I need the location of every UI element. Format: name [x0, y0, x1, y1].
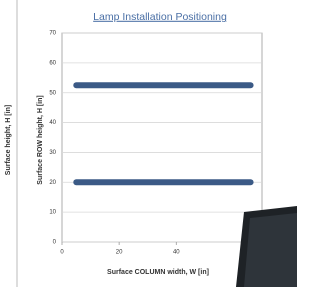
y-tick-label: 10 — [49, 210, 56, 216]
x-tick-label: 40 — [173, 250, 180, 256]
y-tick-label: 70 — [49, 31, 56, 37]
y-tick-label: 20 — [49, 180, 56, 186]
y-tick-label: 50 — [49, 90, 56, 96]
left-panel-y-label: Surface height, H [in] — [5, 105, 12, 175]
x-tick-label: 20 — [116, 250, 123, 256]
y-tick-label: 60 — [49, 60, 56, 66]
chart-title: Lamp Installation Positioning — [93, 11, 227, 23]
foreground-object-face — [244, 213, 297, 287]
y-tick-label: 40 — [49, 120, 56, 126]
y-axis-label: Surface ROW height, H [in] — [37, 95, 44, 184]
y-tick-label: 30 — [49, 150, 56, 156]
chart: Surface height, H [in] Lamp Installation… — [0, 0, 297, 287]
x-axis-label: Surface COLUMN width, W [in] — [107, 269, 209, 276]
